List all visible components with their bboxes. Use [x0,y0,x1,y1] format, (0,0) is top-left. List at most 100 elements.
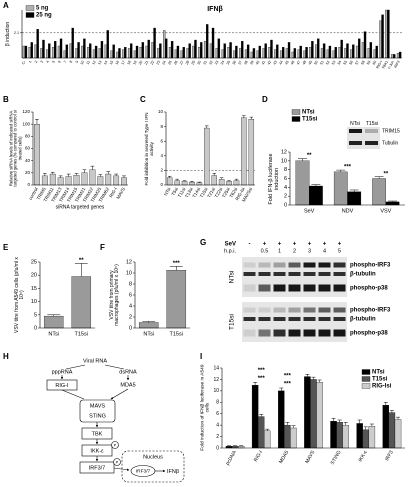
bar [139,47,142,59]
x-tick-label: RIG-I [108,187,118,199]
y-tick-label: 4 [284,185,287,191]
y-axis-label: Relative siRNA levels of indicated siRNA… [8,110,23,187]
bar [264,430,271,449]
bar [22,45,26,59]
chart-title: IFNβ [207,6,223,13]
error-bar [265,428,270,431]
x-tick-label: 7 [63,60,67,64]
bar [145,45,148,59]
band-label: phospho-p38 [350,286,388,292]
blot-band [243,284,256,292]
error-bar [227,180,231,182]
y-tick-label: 0 [160,182,163,187]
bar [118,48,121,59]
bar [223,43,226,59]
blot-band [318,272,331,276]
bar [34,124,40,186]
bar [226,181,232,186]
error-bar [297,158,307,161]
bar [89,169,96,186]
phospho-label: P [114,442,117,447]
blot-band [243,317,256,321]
bar [166,270,187,329]
y-tick-label: 2.1 [14,31,19,35]
bar [241,117,247,186]
y-tick-label: 8 [284,167,287,173]
significance-label: *** [173,261,181,267]
bar [330,420,337,449]
bar [174,180,180,186]
bar [367,48,370,59]
bar [387,9,390,59]
y-tick-label: 10 [281,158,287,164]
x-tick-label: control [28,187,39,201]
lane-sign: + [293,242,297,248]
bar [180,50,183,59]
x-tick-label: 60 [372,60,377,65]
x-tick-label: 39 [249,60,254,65]
bar [388,412,396,449]
y-tick-label: 4 [160,153,163,158]
y-tick-label: 15 [31,286,37,292]
bar [194,39,197,59]
error-bar [389,410,394,413]
bar [157,48,160,59]
x-tick-label: 47 [296,60,301,65]
x-tick-label: 50 [313,60,318,65]
bar [356,423,363,449]
bar [217,38,221,59]
bar [168,47,172,59]
node-label: MAVS [90,403,106,409]
significance-label: *** [344,165,352,171]
error-bar [74,173,79,176]
bar [218,179,225,186]
bar [295,160,310,206]
bar [227,47,230,59]
bar [28,47,31,59]
x-tick-label: 14 [103,60,108,65]
bar [141,42,145,59]
blot-band [288,284,301,292]
y-tick-label: 25 [31,259,37,265]
bar [65,176,72,186]
y-axis-label: β induction [5,21,12,47]
error-bar [50,171,55,175]
error-bar [98,174,103,177]
phospho-circle [113,458,121,466]
lane-sign: + [278,242,282,248]
bar [268,47,271,59]
bar [241,41,244,59]
y-tick-label: 8 [160,124,163,129]
error-bar [58,175,63,178]
error-bar [363,426,368,430]
x-tick-label: IKK-ε [357,449,369,463]
x-tick-label: TBK1 [381,60,389,70]
x-tick-label: 34 [220,60,225,65]
lane-time: 0.5 [261,248,269,254]
bar [248,119,255,186]
y-tick-label: 8 [129,281,132,287]
bar [305,47,308,59]
bar [317,38,320,59]
blot-band [288,307,301,313]
x-tick-label: 9 [75,60,79,64]
nucleus-box [121,450,185,483]
lane-label: T15si [366,121,378,127]
bar [350,49,353,59]
error-bar [239,445,244,447]
bar [133,50,137,59]
node-label: IKK-ε [90,448,104,454]
blot-band [258,272,271,276]
x-tick-label: T22si [214,187,224,199]
blot-treatment: SeV [225,242,236,248]
panel-letter: D [262,95,268,104]
bar [104,44,107,59]
error-bar [279,387,284,391]
bar [200,42,203,59]
blot-band [258,262,271,268]
significance-label: ** [79,258,84,264]
bar [89,43,92,59]
y-tick-label: 80 [25,134,31,139]
y-tick-label: 10 [126,270,132,276]
